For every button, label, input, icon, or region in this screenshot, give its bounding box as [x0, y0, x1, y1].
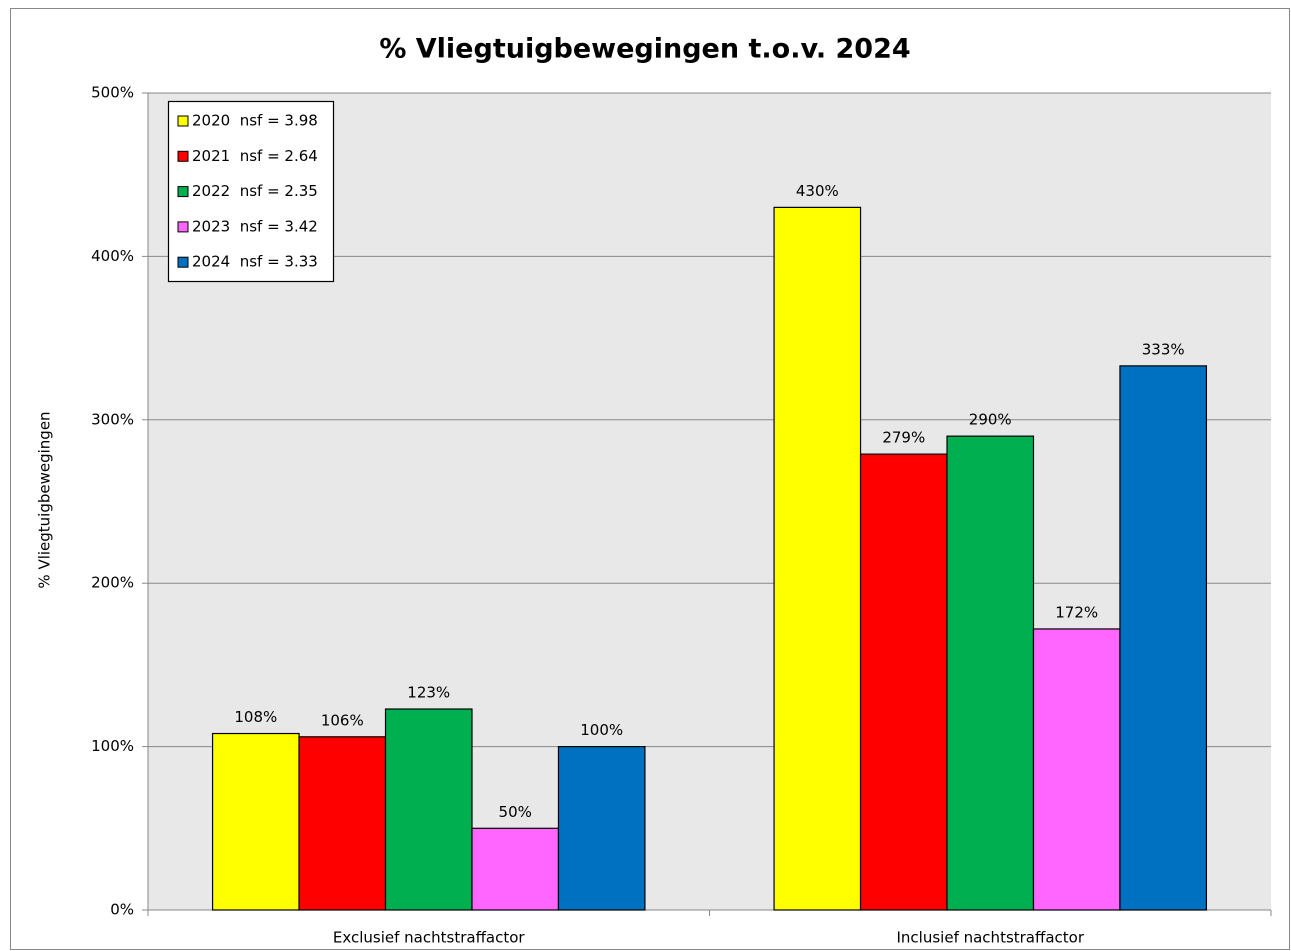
y-tick-label: 400%	[91, 247, 134, 265]
y-tick-label: 200%	[91, 574, 134, 592]
bar	[384, 708, 473, 911]
legend-swatch	[177, 221, 189, 233]
legend-box	[167, 100, 335, 283]
y-tick-label: 0%	[110, 901, 134, 919]
data-label: 123%	[407, 684, 450, 702]
bar	[859, 453, 948, 911]
bar	[557, 745, 646, 911]
data-label: 100%	[580, 721, 623, 739]
data-label: 108%	[234, 708, 277, 726]
data-label: 333%	[1142, 340, 1185, 358]
data-label: 290%	[969, 411, 1012, 429]
bar	[471, 827, 560, 911]
legend-swatch	[177, 150, 189, 162]
y-tick-label: 300%	[91, 410, 134, 428]
bar	[298, 736, 387, 911]
bar	[1032, 628, 1121, 911]
x-tick-label: Inclusief nachtstraffactor	[897, 929, 1085, 947]
data-label: 279%	[882, 429, 925, 447]
legend-label: 2023 nsf = 3.42	[192, 217, 318, 235]
bar	[946, 435, 1035, 911]
legend-label: 2022 nsf = 2.35	[192, 182, 318, 200]
data-label: 430%	[796, 182, 839, 200]
legend-label: 2021 nsf = 2.64	[192, 147, 318, 165]
data-label: 50%	[499, 803, 532, 821]
bar	[1119, 365, 1208, 911]
chart-title: % Vliegtuigbewegingen t.o.v. 2024	[379, 34, 910, 65]
legend-swatch	[177, 256, 189, 268]
bar	[773, 206, 862, 911]
y-axis-label: % Vliegtuigbewegingen	[36, 411, 54, 588]
data-label: 172%	[1055, 603, 1098, 621]
legend-swatch	[177, 186, 189, 198]
y-tick-label: 100%	[91, 737, 134, 755]
bar	[211, 732, 300, 911]
y-tick-label: 500%	[91, 84, 134, 102]
legend-label: 2020 nsf = 3.98	[192, 112, 318, 130]
x-tick-label: Exclusief nachtstraffactor	[333, 929, 525, 947]
legend-label: 2024 nsf = 3.33	[192, 253, 318, 271]
legend-swatch	[177, 115, 189, 127]
data-label: 106%	[321, 711, 364, 729]
